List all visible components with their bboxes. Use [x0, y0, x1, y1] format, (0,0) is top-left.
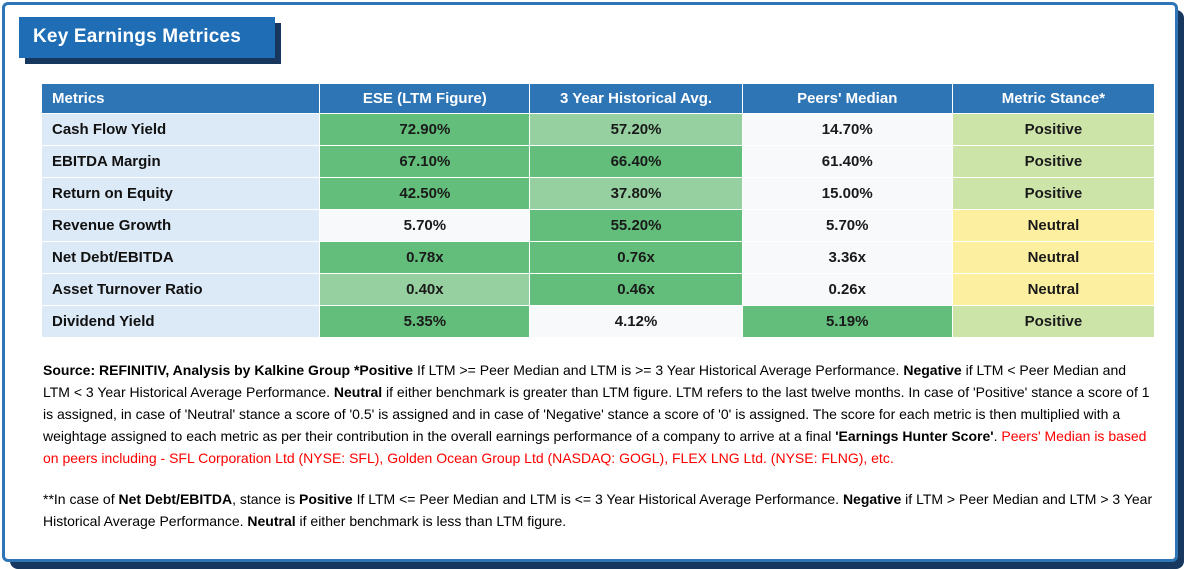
value-cell: Neutral: [951, 273, 1156, 306]
footnote-segment: if either benchmark is greater than LTM …: [43, 384, 1150, 445]
report-frame: Key Earnings Metrices Metrics ESE (LTM Fi…: [2, 2, 1178, 562]
footnote-segment: **In case of: [43, 490, 119, 507]
value-cell: Neutral: [951, 209, 1156, 242]
value-cell: 0.26x: [741, 273, 953, 306]
footnote-segment: If LTM >= Peer Median and LTM is >= 3 Ye…: [413, 362, 904, 378]
metric-name-cell: Return on Equity: [40, 177, 321, 210]
table-row: Return on Equity 42.50% 37.80% 15.00% Positi…: [40, 177, 1156, 210]
value-cell: 15.00%: [741, 177, 953, 210]
value-cell: 55.20%: [529, 209, 743, 242]
value-cell: 0.40x: [319, 273, 531, 306]
metrics-table: Metrics ESE (LTM Figure) 3 Year Historical…: [40, 83, 1156, 338]
footnote-segment: If LTM <= Peer Median and LTM is <= 3 Ye…: [352, 490, 843, 507]
footnote-segment: Source: REFINITIV, Analysis by Kalkine G…: [43, 362, 354, 378]
value-cell: Neutral: [951, 241, 1156, 274]
value-cell: 42.50%: [319, 177, 531, 210]
table-row: EBITDA Margin 67.10% 66.40% 61.40% Positive: [40, 145, 1156, 178]
title-banner: Key Earnings Metrices: [19, 17, 282, 64]
footnote-segment: Net Debt/EBITDA: [118, 490, 233, 507]
value-cell: 0.76x: [529, 241, 743, 274]
metric-name-cell: Dividend Yield: [40, 305, 321, 338]
footnote-segment: Negative: [903, 362, 962, 378]
value-cell: 5.70%: [319, 209, 531, 242]
metrics-table-container: Metrics ESE (LTM Figure) 3 Year Historical…: [40, 83, 1156, 338]
value-cell: 37.80%: [529, 177, 743, 210]
footnote-segment: .: [993, 428, 1002, 445]
footnote-segment: if LTM > Peer Median and LTM > 3 Year Hi…: [43, 490, 1153, 529]
footnotes: Source: REFINITIV, Analysis by Kalkine G…: [43, 359, 1155, 550]
value-cell: 67.10%: [319, 145, 531, 178]
footnote-segment: if LTM < Peer Median and LTM < 3 Year Hi…: [43, 362, 1127, 401]
page-title: Key Earnings Metrices: [19, 17, 276, 58]
footnote-p1: Source: REFINITIV, Analysis by Kalkine G…: [43, 359, 1155, 470]
table-row: Revenue Growth 5.70% 55.20% 5.70% Neutral: [40, 209, 1156, 242]
value-cell: Positive: [951, 305, 1156, 338]
table-row: Asset Turnover Ratio 0.40x 0.46x 0.26x Neutr…: [40, 273, 1156, 306]
metric-name-cell: Revenue Growth: [40, 209, 321, 242]
footnote-segment: Neutral: [333, 384, 383, 401]
value-cell: 5.19%: [741, 305, 953, 338]
value-cell: Positive: [951, 113, 1156, 146]
footnote-segment: if either benchmark is less than LTM fig…: [295, 512, 567, 529]
table-body: Cash Flow Yield 72.90% 57.20% 14.70% Positiv…: [40, 113, 1156, 338]
value-cell: 4.12%: [529, 305, 743, 338]
value-cell: 0.78x: [319, 241, 531, 274]
footnote-p2: **In case of Net Debt/EBITDA, stance is …: [43, 488, 1155, 532]
metric-name-cell: Net Debt/EBITDA: [40, 241, 321, 274]
footnote-segment: Positive: [298, 490, 353, 507]
value-cell: 5.70%: [741, 209, 953, 242]
value-cell: 66.40%: [529, 145, 743, 178]
value-cell: Positive: [951, 177, 1156, 210]
value-cell: 5.35%: [319, 305, 531, 338]
value-cell: 61.40%: [741, 145, 953, 178]
value-cell: 72.90%: [319, 113, 531, 146]
value-cell: 0.46x: [529, 273, 743, 306]
footnote-segment: Negative: [842, 490, 902, 507]
footnote-segment: , stance is: [232, 490, 299, 507]
metric-name-cell: Cash Flow Yield: [40, 113, 321, 146]
footnote-segment: Peers' Median is based on peers includin…: [43, 428, 1147, 467]
value-cell: 14.70%: [741, 113, 953, 146]
footnote-segment: Neutral: [247, 512, 296, 529]
table-header: Metrics ESE (LTM Figure) 3 Year Historical…: [40, 83, 1156, 114]
table-row: Net Debt/EBITDA 0.78x 0.76x 3.36x Neutral: [40, 241, 1156, 274]
footnote-segment: 'Earnings Hunter Score': [835, 428, 994, 445]
footnote-segment: *Positive: [353, 362, 414, 378]
column-header: Metric Stance*: [951, 83, 1156, 114]
value-cell: Positive: [951, 145, 1156, 178]
table-row: Cash Flow Yield 72.90% 57.20% 14.70% Positiv…: [40, 113, 1156, 146]
column-header: 3 Year Historical Avg.: [529, 83, 743, 114]
column-header: Peers' Median: [741, 83, 953, 114]
value-cell: 3.36x: [741, 241, 953, 274]
metric-name-cell: EBITDA Margin: [40, 145, 321, 178]
column-header: Metrics: [40, 83, 321, 114]
metric-name-cell: Asset Turnover Ratio: [40, 273, 321, 306]
column-header: ESE (LTM Figure): [319, 83, 531, 114]
value-cell: 57.20%: [529, 113, 743, 146]
table-row: Dividend Yield 5.35% 4.12% 5.19% Positive: [40, 305, 1156, 338]
